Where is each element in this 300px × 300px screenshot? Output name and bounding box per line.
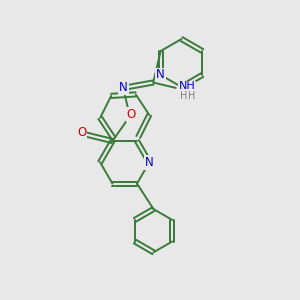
Text: H: H [180,91,188,101]
Text: N: N [156,68,165,82]
Text: N: N [119,81,128,94]
Text: H: H [188,91,195,101]
Text: O: O [77,126,86,140]
Text: N: N [145,156,154,169]
Text: NH: NH [179,81,196,92]
Text: O: O [127,108,136,122]
